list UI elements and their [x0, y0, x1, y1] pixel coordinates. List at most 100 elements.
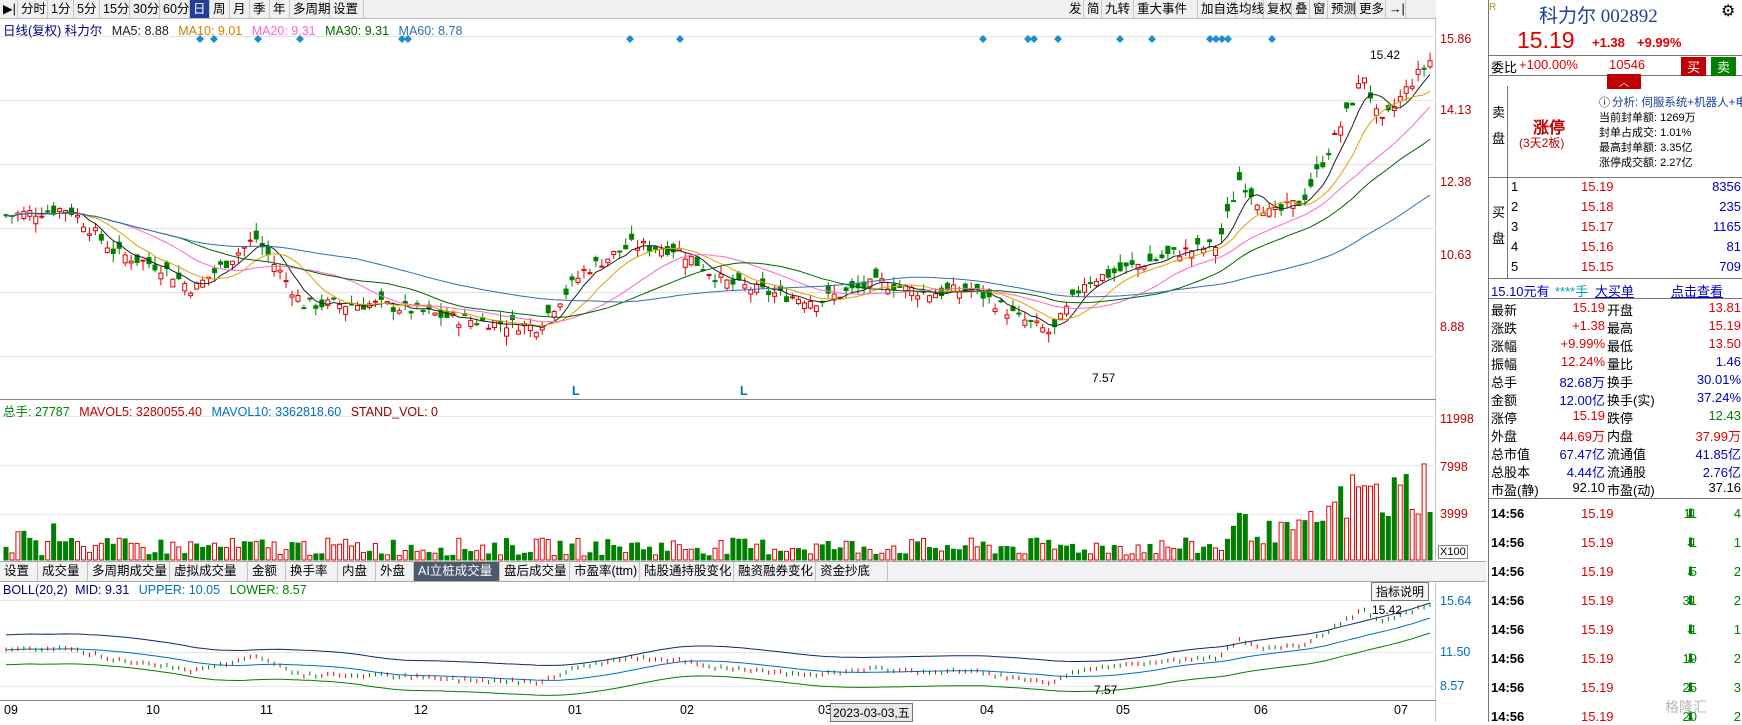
period-tab-9[interactable]: 季: [250, 0, 270, 18]
indicator-tab-5[interactable]: 换手率: [286, 562, 338, 581]
tick-down-arrow-icon: ⬇: [1685, 680, 1696, 695]
vol-ytick-1: 11998: [1440, 412, 1474, 426]
sell-book: 卖盘 涨停 (3天2板) ⓘ 分析: 伺服系统+机器人+电机+ 当前封单额: 1…: [1489, 86, 1742, 178]
tool-button-7[interactable]: 叠: [1292, 0, 1310, 18]
kline-chart[interactable]: [0, 0, 1436, 722]
tool-button-5[interactable]: 均线: [1236, 0, 1264, 18]
mavol5-label: MAVOL5: 3280055.40: [79, 405, 202, 419]
indicator-tab-2[interactable]: 多周期成交量: [88, 562, 170, 581]
indicator-tab-8[interactable]: AI立桩成交量: [414, 562, 500, 581]
bid-level-3: 4: [1511, 239, 1519, 254]
tick-time-4: 14:56: [1491, 622, 1525, 637]
tool-button-2[interactable]: 九转: [1102, 0, 1134, 18]
indicator-tab-11[interactable]: 陆股通持股变化: [640, 562, 734, 581]
r-logo-icon: R: [1489, 2, 1497, 13]
stat-value-5a: 12.00亿: [1559, 393, 1605, 408]
tick-time-0: 14:56: [1491, 506, 1525, 521]
seal-amount: 当前封单额: 1269万: [1599, 112, 1696, 124]
bid-price-0: 15.19: [1581, 179, 1614, 194]
tool-button-3[interactable]: 重大事件: [1134, 0, 1198, 18]
indicator-tab-4[interactable]: 金额: [248, 562, 286, 581]
limit-up-days: (3天2板): [1519, 136, 1565, 150]
sell-button[interactable]: 卖: [1711, 57, 1737, 76]
indicator-tab-3[interactable]: 虚拟成交量: [170, 562, 248, 581]
volume-total: 总手: 27787: [3, 405, 70, 419]
kline-title: 日线(复权) 科力尔: [3, 24, 103, 38]
ma10-label: MA10: 9.01: [178, 24, 243, 38]
collapse-chevron-icon[interactable]: ︿: [1607, 74, 1641, 89]
tool-button-1[interactable]: 简: [1084, 0, 1102, 18]
indicator-tab-6[interactable]: 内盘: [338, 562, 376, 581]
indicator-tab-9[interactable]: 盘后成交量: [500, 562, 570, 581]
period-tab-0[interactable]: 分时: [18, 0, 48, 18]
concept-analysis[interactable]: 分析: 伺服系统+机器人+电机+: [1612, 97, 1742, 109]
big-order-tag[interactable]: 大买单: [1595, 284, 1635, 299]
period-tab-4[interactable]: 30分: [130, 0, 160, 18]
stat-value-8a: 67.47亿: [1559, 447, 1605, 462]
info-icon[interactable]: ⓘ: [1599, 97, 1610, 109]
stat-label-8b: 流通值: [1607, 447, 1647, 462]
tick-down-arrow-icon: ⬇: [1685, 593, 1696, 608]
seal-ratio: 封单占成交: 1.01%: [1599, 127, 1692, 139]
stat-label-8a: 总市值: [1491, 447, 1531, 462]
indicator-help-button[interactable]: 指标说明: [1371, 582, 1430, 601]
tool-button-10[interactable]: 更多: [1356, 0, 1386, 18]
period-tab-5[interactable]: 60分: [160, 0, 190, 18]
indicator-tab-10[interactable]: 市盈率(ttm): [570, 562, 640, 581]
tick-vol-3: 31: [1682, 593, 1697, 608]
big-order-vol: ****手: [1555, 284, 1589, 299]
period-tab-12[interactable]: 设置: [330, 0, 364, 18]
period-tab-7[interactable]: 周: [210, 0, 230, 18]
indicator-tab-1[interactable]: 成交量: [38, 562, 88, 581]
stat-value-3a: 12.24%: [1560, 354, 1605, 369]
bid-level-1: 2: [1511, 199, 1519, 214]
period-tab-3[interactable]: 15分: [100, 0, 130, 18]
xaxis-label-8: 05: [1116, 703, 1130, 717]
period-toolbar: ▶| 分时 1分 5分 15分 30分 60分日周月季年多周期 设置 发简九转 重大事件 加自选…: [0, 0, 1436, 19]
stat-label-0b: 开盘: [1607, 303, 1634, 318]
weibi-value: +100.00%: [1519, 57, 1578, 72]
indicator-tabs: 设置 成交量 多周期成交量 虚拟成交量 金额 换手率 内盘 外盘 AI立桩成交量 盘后成交量 市盈率…: [0, 561, 1486, 582]
tool-button-0[interactable]: 发: [1066, 0, 1084, 18]
indicator-tab-13[interactable]: 资金抄底: [816, 562, 888, 581]
stat-label-2a: 涨幅: [1491, 339, 1518, 354]
stock-name: 科力尔 002892: [1539, 6, 1658, 27]
next-icon[interactable]: →|: [1386, 0, 1406, 18]
quote-panel: R 科力尔 002892 ⚙ 15.19 +1.38 +9.99% 委比 +10…: [1488, 0, 1742, 724]
bid-volume-2: 1165: [1713, 219, 1741, 234]
tick-vol-5: 19: [1682, 651, 1697, 666]
indicator-tab-12[interactable]: 融资融券变化: [734, 562, 816, 581]
tool-button-8[interactable]: 窗: [1310, 0, 1328, 18]
last-price: 15.19: [1517, 27, 1575, 53]
big-order-link[interactable]: 点击查看: [1671, 284, 1724, 299]
xaxis-label-6: 03: [818, 703, 832, 717]
tool-button-4[interactable]: 加自选: [1198, 0, 1239, 18]
indicator-tab-0[interactable]: 设置: [0, 562, 38, 581]
tick-price-1: 15.19: [1581, 535, 1614, 550]
vol-unit: X100: [1438, 545, 1468, 559]
period-tab-8[interactable]: 月: [230, 0, 250, 18]
boll-upper: UPPER: 10.05: [138, 583, 221, 597]
buy-button[interactable]: 买: [1681, 57, 1707, 76]
panel-toggle-icon[interactable]: ▶|: [0, 0, 18, 18]
period-tab-1[interactable]: 1分: [48, 0, 74, 18]
period-tab-2[interactable]: 5分: [74, 0, 100, 18]
tool-button-9[interactable]: 预测: [1328, 0, 1356, 18]
stat-value-8b: 41.85亿: [1695, 447, 1741, 462]
period-tab-10[interactable]: 年: [270, 0, 290, 18]
bid-volume-1: 235: [1719, 199, 1741, 214]
boll-ytick-3: 8.57: [1440, 679, 1465, 693]
tool-button-6[interactable]: 复权: [1264, 0, 1292, 18]
stat-label-7b: 内盘: [1607, 429, 1634, 444]
indicator-tab-7[interactable]: 外盘: [376, 562, 414, 581]
kline-ytick-4: 10.63: [1440, 248, 1472, 262]
period-tab-6[interactable]: 日: [190, 0, 210, 18]
period-tab-11[interactable]: 多周期: [290, 0, 331, 18]
weibi-row: 委比 +100.00% 10546 买 卖: [1489, 55, 1742, 76]
tick-time-6: 14:56: [1491, 680, 1525, 695]
buy-book: 买盘 1 15.19 8356 2 15.18 235 3 15.17 1165 4 15.16 81…: [1489, 178, 1742, 279]
gear-icon[interactable]: ⚙: [1721, 3, 1736, 20]
stat-value-0b: 13.81: [1708, 300, 1741, 315]
chart-area[interactable]: ▶| 分时 1分 5分 15分 30分 60分日周月季年多周期 设置 发简九转 重大事件 加自选…: [0, 0, 1486, 722]
vol-ytick-3: 3999: [1440, 507, 1468, 521]
